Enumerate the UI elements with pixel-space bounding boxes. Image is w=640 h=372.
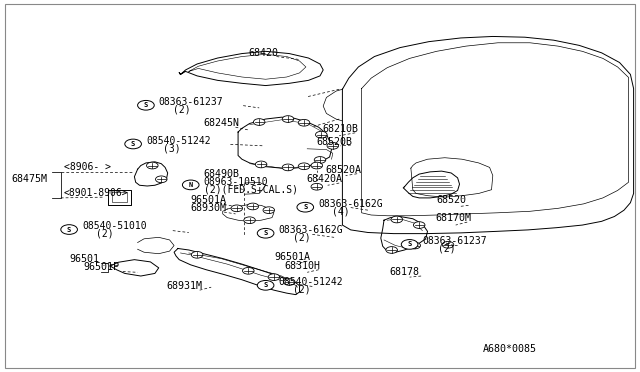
Text: 96501P: 96501P <box>83 262 119 272</box>
Circle shape <box>61 225 77 234</box>
Circle shape <box>311 183 323 190</box>
Text: (2): (2) <box>293 285 311 295</box>
Text: 96501A: 96501A <box>191 195 227 205</box>
Text: (3): (3) <box>163 143 181 153</box>
Text: 68420A: 68420A <box>306 174 342 184</box>
Circle shape <box>297 202 314 212</box>
Circle shape <box>298 119 310 126</box>
Circle shape <box>413 222 425 228</box>
Text: <8906- >: <8906- > <box>64 162 111 172</box>
Circle shape <box>231 205 243 212</box>
Text: S: S <box>303 204 307 210</box>
Circle shape <box>243 267 254 274</box>
Text: 68245N: 68245N <box>204 118 239 128</box>
Text: 08363-6162G: 08363-6162G <box>318 199 383 209</box>
Text: N: N <box>189 182 193 188</box>
Text: (4): (4) <box>332 206 349 217</box>
Circle shape <box>138 100 154 110</box>
Text: (2): (2) <box>438 244 456 254</box>
Circle shape <box>257 280 274 290</box>
Circle shape <box>298 163 310 170</box>
Text: 68930M: 68930M <box>191 203 227 213</box>
Text: S: S <box>131 141 135 147</box>
Circle shape <box>386 247 397 253</box>
Text: 08363-61237: 08363-61237 <box>422 236 487 246</box>
Circle shape <box>255 161 267 168</box>
Text: <8901-8906>: <8901-8906> <box>64 188 129 198</box>
Circle shape <box>442 241 454 248</box>
Circle shape <box>409 242 420 249</box>
Text: S: S <box>144 102 148 108</box>
Circle shape <box>316 131 327 138</box>
Text: S: S <box>264 230 268 236</box>
Circle shape <box>156 176 167 183</box>
Text: 68490B: 68490B <box>204 169 239 179</box>
Text: 68420: 68420 <box>248 48 278 58</box>
Text: 68520: 68520 <box>436 195 467 205</box>
Circle shape <box>253 119 265 125</box>
Text: 08363-6162G: 08363-6162G <box>278 225 343 235</box>
Text: (2)(FED.S+CAL.S): (2)(FED.S+CAL.S) <box>204 184 298 194</box>
Circle shape <box>401 240 418 249</box>
Text: (2): (2) <box>96 229 114 239</box>
Text: 08363-61237: 08363-61237 <box>159 97 223 107</box>
Text: (2): (2) <box>293 232 311 243</box>
Text: 96501A: 96501A <box>274 252 310 262</box>
Text: 68520B: 68520B <box>317 137 353 147</box>
Text: 08540-51242: 08540-51242 <box>146 136 211 146</box>
Circle shape <box>244 217 255 224</box>
Text: 68210B: 68210B <box>322 124 358 134</box>
Circle shape <box>282 116 294 122</box>
Text: 68475M: 68475M <box>12 174 47 184</box>
Circle shape <box>191 251 203 258</box>
Circle shape <box>284 279 295 285</box>
Text: 08540-51010: 08540-51010 <box>82 221 147 231</box>
Circle shape <box>263 207 275 214</box>
Circle shape <box>327 142 339 149</box>
Text: S: S <box>408 241 412 247</box>
Text: A680*0085: A680*0085 <box>483 344 537 354</box>
Text: 68178: 68178 <box>389 267 419 277</box>
Circle shape <box>257 228 274 238</box>
Text: 68170M: 68170M <box>435 213 471 223</box>
Circle shape <box>391 216 403 223</box>
Text: S: S <box>264 282 268 288</box>
Text: 96501: 96501 <box>69 254 99 264</box>
Text: 08540-51242: 08540-51242 <box>278 277 343 287</box>
Circle shape <box>314 157 326 163</box>
Circle shape <box>247 203 259 210</box>
Circle shape <box>311 162 323 169</box>
Text: 68931M: 68931M <box>166 281 202 291</box>
Text: (2): (2) <box>173 105 191 115</box>
Text: 08963-10510: 08963-10510 <box>204 177 268 187</box>
Circle shape <box>147 162 158 169</box>
Text: 68520A: 68520A <box>325 165 361 175</box>
Text: 68310H: 68310H <box>285 261 321 271</box>
Circle shape <box>268 274 280 280</box>
Circle shape <box>125 139 141 149</box>
Text: S: S <box>67 227 71 232</box>
Circle shape <box>282 164 294 171</box>
Circle shape <box>182 180 199 190</box>
